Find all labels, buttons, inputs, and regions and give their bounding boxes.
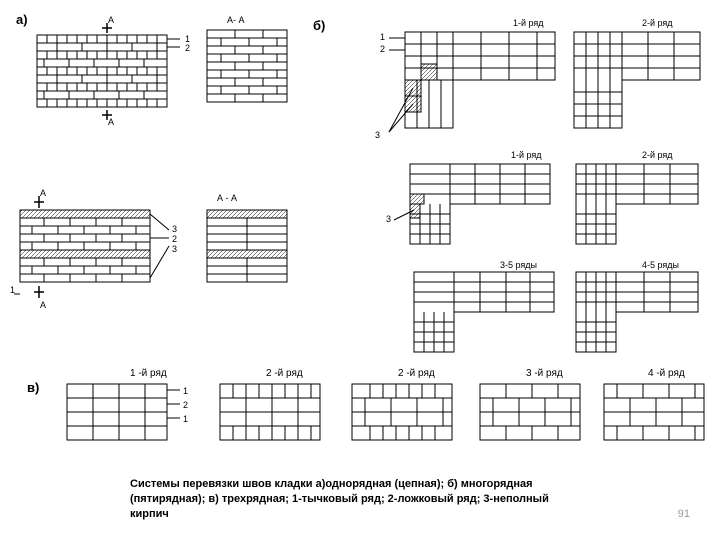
m-row2: 2-й ряд [642, 150, 673, 160]
label-a: а) [16, 12, 28, 27]
fig-b-corner2 [570, 24, 705, 134]
fig-m-c4 [572, 268, 702, 363]
v1-n1b: 1 [183, 414, 188, 424]
fig-m-c1 [380, 160, 560, 255]
fig-b-section [205, 208, 295, 293]
b-n2: 2 [172, 234, 177, 244]
sect-a-top: А [108, 15, 114, 25]
fig-v-2 [218, 382, 328, 447]
label-v: в) [27, 380, 39, 395]
v-r2: 2 -й ряд [266, 368, 303, 379]
diagram-page: а) б) в) А А 1 [10, 10, 710, 530]
v-r1: 1 -й ряд [130, 368, 167, 379]
fig-b-corner1 [345, 24, 565, 144]
num-2a: 2 [185, 43, 190, 53]
fig-b-elevation [14, 190, 174, 310]
sect-a2-bot: А [40, 300, 46, 310]
v1-n2: 2 [183, 400, 188, 410]
b-n1: 1 [10, 285, 15, 295]
fig-v-3 [350, 382, 460, 447]
fig-m-c2 [572, 160, 702, 255]
v-r4: 4 -й ряд [648, 368, 685, 379]
fig-v-5 [602, 382, 707, 447]
b1-n1: 1 [380, 32, 385, 42]
b1-n2: 2 [380, 44, 385, 54]
fig-v-4 [478, 382, 588, 447]
m-n3: 3 [386, 214, 391, 224]
fig-v-1 [65, 382, 185, 447]
fig-m-c3 [410, 268, 560, 363]
fig-a-section [205, 28, 295, 118]
sect-a2-top: А [40, 188, 46, 198]
label-b: б) [313, 18, 325, 33]
sect-aa2: А - А [217, 193, 237, 203]
page-number: 91 [678, 508, 690, 520]
b1-n3: 3 [375, 130, 380, 140]
sect-a-bot: А [108, 117, 114, 127]
v1-n1: 1 [183, 386, 188, 396]
v-r3: 3 -й ряд [526, 368, 563, 379]
caption: Системы перевязки швов кладки а)однорядн… [130, 477, 560, 522]
m-row1: 1-й ряд [511, 150, 542, 160]
b-n3: 3 [172, 224, 177, 234]
v-r2b: 2 -й ряд [398, 368, 435, 379]
fig-a-elevation [32, 20, 182, 130]
sect-aa: А- А [227, 15, 245, 25]
b-n3b: 3 [172, 244, 177, 254]
